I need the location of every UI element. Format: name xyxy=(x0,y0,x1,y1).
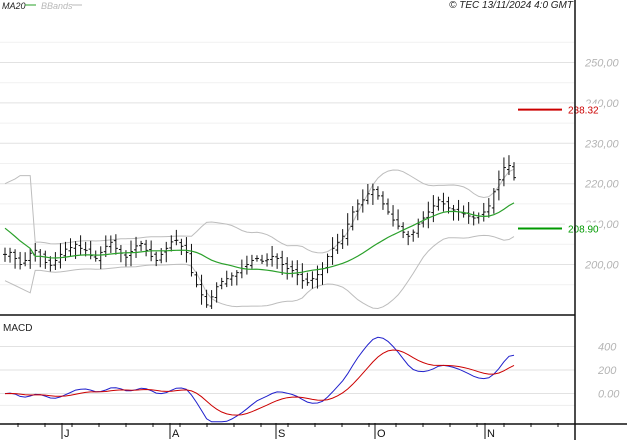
price-tick-label: 200,00 xyxy=(584,260,620,272)
macd-tick-label: 0.00 xyxy=(598,389,620,401)
price-tick-label: 230,00 xyxy=(584,138,620,150)
bband-upper-line xyxy=(4,168,515,254)
macd-line xyxy=(4,336,515,423)
bollinger-bands xyxy=(4,168,515,310)
macd-lines xyxy=(4,336,515,423)
copyright-text: © TEC 13/11/2024 4:0 GMT xyxy=(449,0,574,11)
x-axis-tick-label: J xyxy=(64,428,70,440)
macd-gridlines xyxy=(0,345,575,406)
legend-ma20-label: MA20 xyxy=(2,1,26,11)
price-gridlines xyxy=(0,41,575,286)
price-tick-label: 220,00 xyxy=(584,179,620,191)
x-axis-tick-label: N xyxy=(487,428,495,440)
ohlc-bars xyxy=(3,155,516,309)
macd-signal-line xyxy=(4,349,515,416)
macd-tick-label: 400 xyxy=(598,341,617,353)
price-tick-label: 250,00 xyxy=(584,57,620,69)
x-axis-tick-label: A xyxy=(172,428,180,440)
price-marker-label: 208.90 xyxy=(568,225,599,236)
price-marker-label: 238.32 xyxy=(568,106,599,117)
price-markers: 238.32 208.90 xyxy=(518,103,599,236)
x-axis-tick-label: S xyxy=(278,428,285,440)
price-marker-bg xyxy=(565,222,599,235)
legend-bbands-label: BBands xyxy=(41,1,73,11)
ma20-path xyxy=(4,202,515,275)
bband-lower-line xyxy=(4,234,515,310)
macd-tick-label: 200 xyxy=(597,365,617,377)
price-marker-bg xyxy=(565,103,599,116)
x-axis-tick-label: O xyxy=(377,428,386,440)
macd-panel-title: MACD xyxy=(3,323,32,334)
macd-axis: 0.00 200 400 xyxy=(597,341,620,400)
ma20-line xyxy=(4,202,515,275)
